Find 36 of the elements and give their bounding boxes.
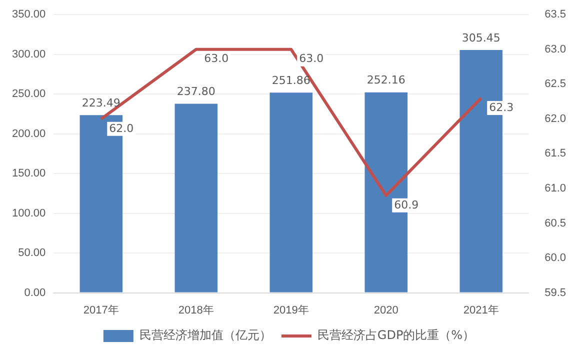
y-tick-label: 250.00 [12, 88, 46, 100]
legend-label: 民营经济占GDP的比重（%） [317, 328, 475, 342]
y2-tick-label: 61.5 [544, 148, 566, 160]
data-label: 252.16 [366, 74, 406, 87]
y2-tick-label: 62.0 [544, 112, 566, 125]
y-tick-label: 350.00 [12, 8, 46, 21]
y2-tick-label: 63.5 [544, 8, 566, 21]
y2-tick-label: 60.5 [544, 217, 566, 230]
y-tick-label: 0.00 [24, 286, 46, 299]
bar [270, 92, 312, 292]
bar [174, 104, 218, 292]
y-tick-label: 50.00 [18, 247, 46, 260]
data-label: 63.0 [204, 52, 229, 66]
y-tick-label: 200.00 [12, 128, 46, 140]
y2-tick-label: 61.0 [544, 182, 566, 195]
y-tick-label: 150.00 [12, 168, 46, 180]
x-tick-label: 2020 [374, 304, 398, 316]
data-label: 60.9 [394, 198, 419, 212]
y2-tick-label: 62.5 [544, 78, 566, 90]
data-label: 251.86 [272, 74, 310, 87]
data-label: 305.45 [462, 31, 500, 44]
data-label: 63.0 [299, 52, 324, 66]
data-label: 62.0 [109, 122, 134, 135]
y2-tick-label: 63.0 [544, 43, 566, 56]
data-label: 223.49 [82, 96, 120, 110]
x-tick-label: 2018年 [178, 304, 214, 316]
x-tick-label: 2019年 [273, 304, 309, 316]
data-label: 62.3 [489, 100, 514, 114]
data-label: 237.80 [176, 85, 216, 98]
legend-label: 民营经济增加值（亿元） [139, 328, 272, 342]
y2-tick-label: 59.5 [544, 286, 566, 299]
y2-tick-label: 60.0 [544, 252, 566, 264]
x-tick-label: 2021年 [463, 304, 499, 316]
y-tick-label: 300.00 [12, 48, 46, 60]
x-tick-label: 2017年 [83, 304, 119, 316]
y-tick-label: 100.00 [12, 207, 46, 220]
